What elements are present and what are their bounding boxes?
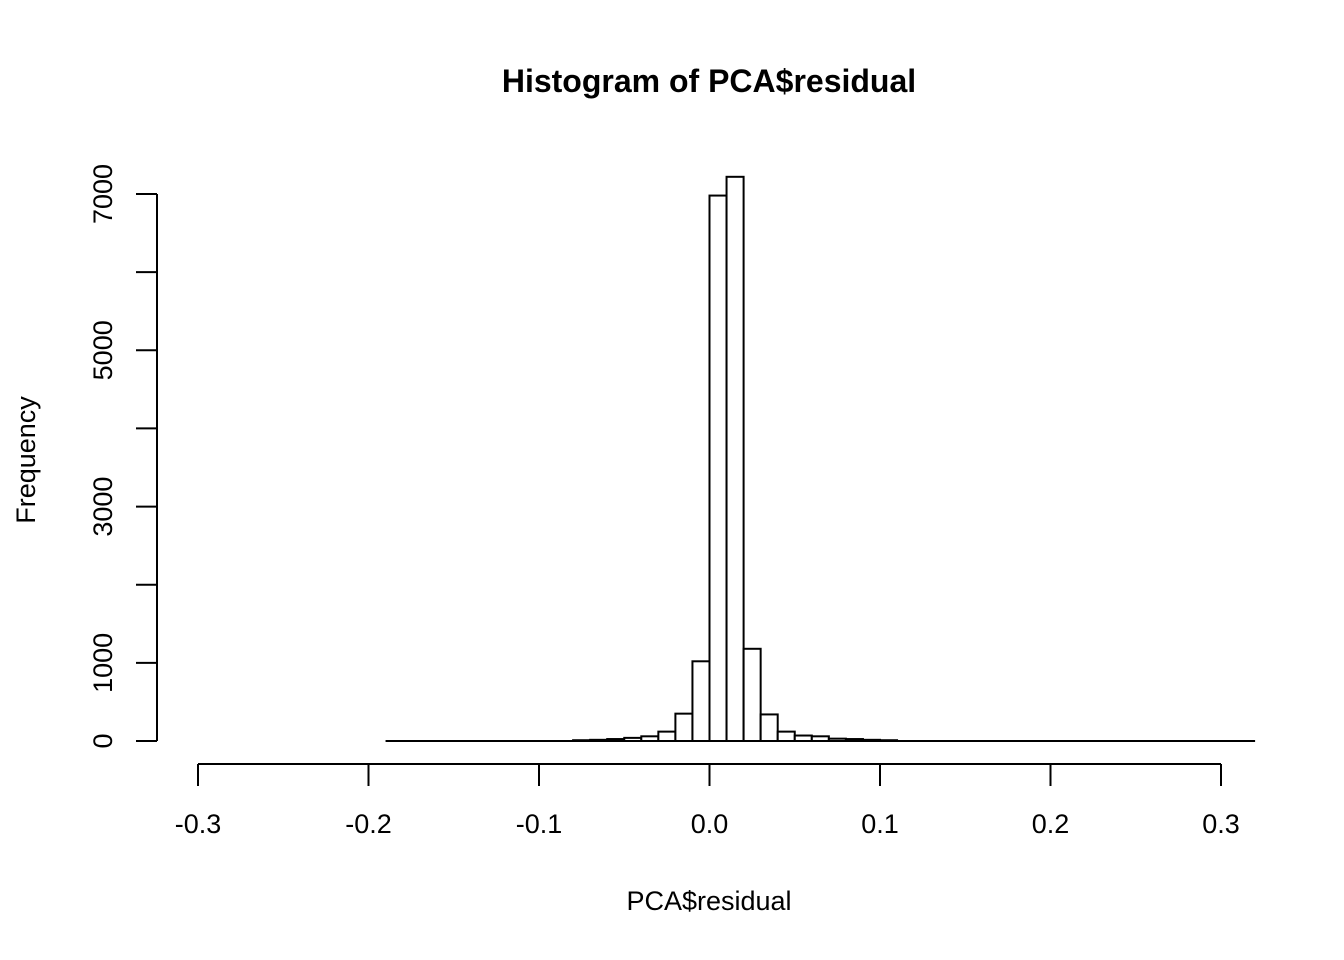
histogram-bars (385, 175, 1256, 743)
histogram-bar (640, 735, 660, 742)
histogram-bar (708, 194, 728, 742)
y-axis: 0 1000 3000 5000 7000 (88, 164, 158, 749)
x-axis-label: PCA$residual (626, 886, 791, 916)
y-tick-label: 3000 (88, 477, 118, 537)
histogram-bar (589, 738, 609, 743)
x-axis: -0.3 -0.2 -0.1 0.0 0.1 0.2 0.3 (175, 763, 1240, 839)
x-tick-label: 0.3 (1202, 809, 1240, 839)
histogram-bar (810, 735, 830, 742)
y-axis-label: Frequency (11, 396, 41, 524)
histogram-bar (691, 660, 711, 743)
x-tick-label: 0.0 (691, 809, 729, 839)
x-tick-label: -0.1 (516, 809, 563, 839)
histogram-bar (793, 734, 813, 743)
histogram-bar (725, 175, 745, 742)
histogram-bar (572, 739, 592, 742)
x-tick-label: 0.2 (1032, 809, 1070, 839)
y-tick-label: 1000 (88, 633, 118, 693)
y-tick-label: 5000 (88, 320, 118, 380)
y-tick-label: 0 (88, 733, 118, 748)
histogram-bar (844, 738, 864, 743)
histogram-bar (776, 730, 796, 743)
histogram-bar (623, 736, 643, 742)
chart-title: Histogram of PCA$residual (502, 63, 916, 99)
histogram-bar (861, 738, 882, 743)
x-tick-label: 0.1 (861, 809, 899, 839)
histogram-bar (606, 738, 626, 743)
histogram-bar (674, 712, 694, 743)
histogram-bar (879, 739, 899, 742)
histogram-bar (657, 730, 677, 743)
histogram-bar (827, 737, 847, 742)
histogram-bar (742, 647, 762, 743)
x-tick-label: -0.3 (175, 809, 222, 839)
histogram-bar (759, 713, 779, 743)
x-tick-label: -0.2 (345, 809, 392, 839)
y-tick-label: 7000 (88, 164, 118, 224)
